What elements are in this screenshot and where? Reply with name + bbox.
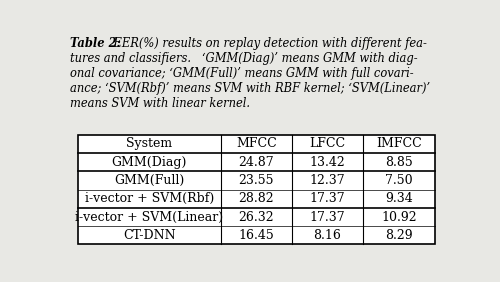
Text: 9.34: 9.34 — [385, 192, 412, 205]
Text: 7.50: 7.50 — [385, 174, 412, 187]
Text: 17.37: 17.37 — [310, 192, 346, 205]
Text: IMFCC: IMFCC — [376, 137, 422, 151]
Text: 13.42: 13.42 — [310, 156, 346, 169]
Text: 23.55: 23.55 — [238, 174, 274, 187]
Text: LFCC: LFCC — [310, 137, 346, 151]
Text: 8.16: 8.16 — [314, 229, 342, 242]
Text: 28.82: 28.82 — [238, 192, 274, 205]
Text: 10.92: 10.92 — [381, 211, 416, 224]
Text: CT-DNN: CT-DNN — [123, 229, 176, 242]
Text: GMM(Full): GMM(Full) — [114, 174, 184, 187]
Text: MFCC: MFCC — [236, 137, 277, 151]
Text: GMM(Diag): GMM(Diag) — [112, 156, 187, 169]
Text: 8.85: 8.85 — [385, 156, 412, 169]
Text: 26.32: 26.32 — [238, 211, 274, 224]
Text: EER(%) results on replay detection with different fea-
tures and classifiers.   : EER(%) results on replay detection with … — [70, 37, 430, 110]
Text: i-vector + SVM(Rbf): i-vector + SVM(Rbf) — [84, 192, 214, 205]
Text: 17.37: 17.37 — [310, 211, 346, 224]
Bar — [78, 135, 434, 244]
Text: 16.45: 16.45 — [238, 229, 274, 242]
Text: System: System — [126, 137, 172, 151]
Text: 12.37: 12.37 — [310, 174, 346, 187]
Text: 8.29: 8.29 — [385, 229, 412, 242]
Text: Table 2:: Table 2: — [70, 37, 121, 50]
Text: i-vector + SVM(Linear): i-vector + SVM(Linear) — [75, 211, 224, 224]
Text: 24.87: 24.87 — [238, 156, 274, 169]
